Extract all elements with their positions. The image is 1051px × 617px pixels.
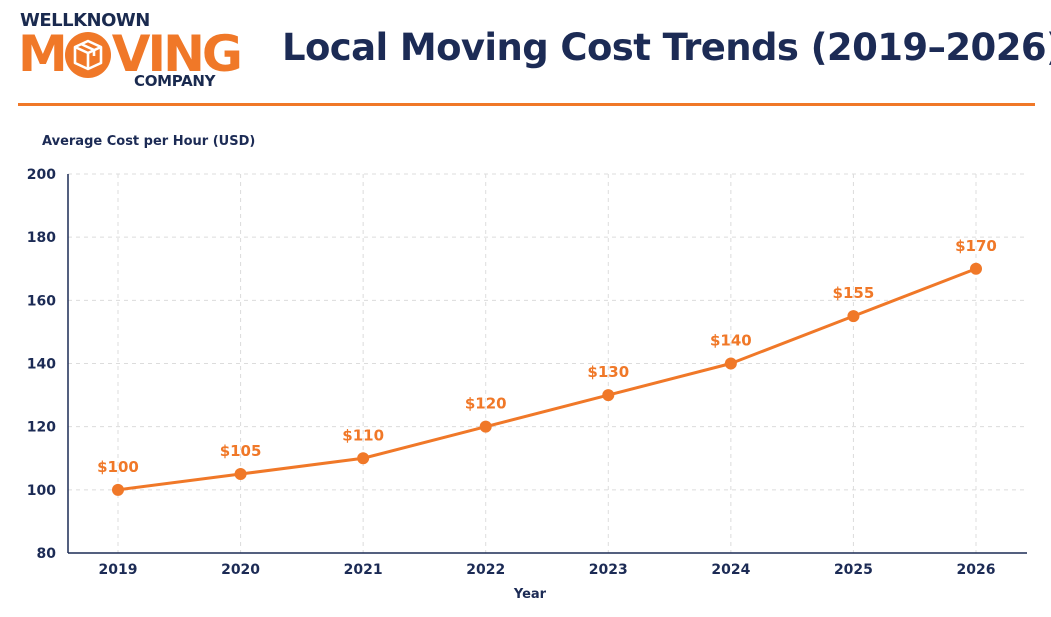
data-point (602, 389, 615, 402)
data-point (357, 452, 370, 465)
data-point (724, 357, 737, 370)
data-point (112, 483, 124, 496)
x-tick-label: 2026 (957, 562, 996, 578)
data-point (479, 420, 492, 433)
data-points (112, 262, 982, 496)
series-line (117, 267, 977, 492)
header-divider (18, 103, 1035, 106)
y-tick-labels: 80 100 120 140 160 180 200 (27, 167, 56, 562)
x-tick-label: 2021 (344, 562, 383, 578)
logo-top-text: WELLKNOWN (20, 10, 150, 31)
x-tick-label: 2022 (466, 562, 505, 578)
y-tick-label: 180 (27, 230, 56, 246)
x-tick-label: 2025 (834, 562, 873, 578)
grid-layer (68, 173, 1027, 553)
x-tick-label: 2019 (99, 562, 138, 578)
y-tick-label: 140 (27, 357, 56, 373)
data-label: $155 (833, 284, 875, 302)
logo-wordmark: M VING (18, 25, 243, 83)
page-title: Local Moving Cost Trends (2019–2026) (282, 26, 1051, 69)
data-point (847, 310, 860, 323)
data-label: $130 (587, 363, 629, 381)
data-label: $140 (710, 332, 752, 350)
data-label: $110 (342, 426, 384, 444)
y-tick-label: 120 (27, 420, 56, 436)
logo-word-rest: VING (111, 25, 243, 83)
y-tick-label: 80 (37, 546, 57, 562)
data-label: $170 (955, 237, 997, 255)
box-icon (64, 32, 111, 78)
y-tick-label: 200 (27, 167, 56, 183)
x-tick-label: 2023 (589, 562, 628, 578)
y-tick-label: 100 (27, 483, 56, 499)
data-point (970, 262, 982, 275)
y-axis-title: Average Cost per Hour (USD) (42, 134, 255, 149)
data-point (234, 468, 247, 481)
data-label: $100 (97, 458, 139, 476)
x-tick-labels: 2019 2020 2021 2022 2023 2024 2025 2026 (99, 562, 996, 578)
logo-word-first-letter: M (18, 25, 68, 83)
company-logo: WELLKNOWN M VING COMPANY (18, 8, 243, 90)
x-axis-title: Year (513, 587, 547, 602)
x-tick-label: 2020 (221, 562, 260, 578)
x-tick-label: 2024 (711, 562, 750, 578)
data-labels: $100 $105 $110 $120 $130 $140 $155 $170 (97, 237, 997, 476)
logo-bottom-text: COMPANY (134, 72, 216, 90)
data-label: $105 (220, 442, 262, 460)
data-label: $120 (465, 395, 507, 413)
y-tick-label: 160 (27, 293, 56, 309)
